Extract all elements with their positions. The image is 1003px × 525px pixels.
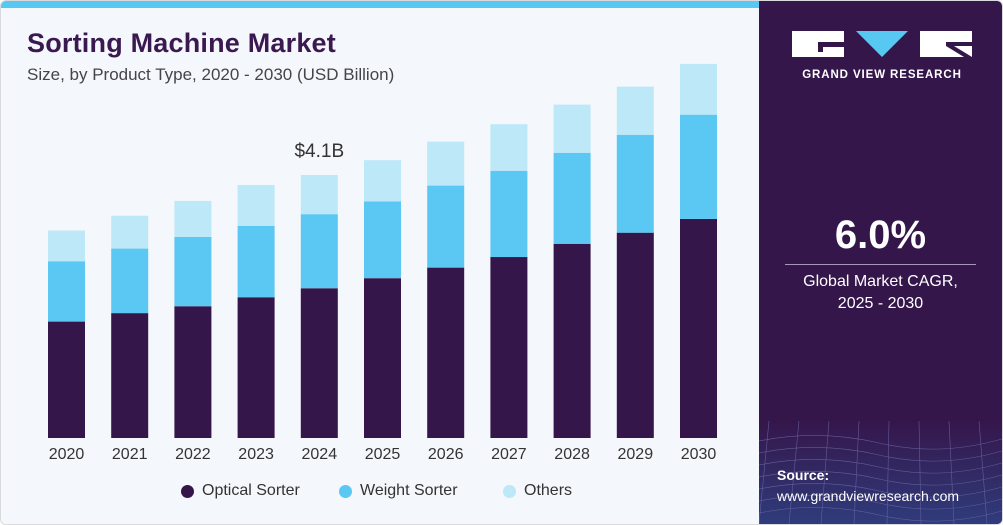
bar-optical-sorter-2025 xyxy=(364,278,401,438)
bar-optical-sorter-2030 xyxy=(680,218,717,438)
bar-optical-sorter-2024 xyxy=(300,288,338,438)
info-sidebar: GRAND VIEW RESEARCH 6.0% Global Market C… xyxy=(759,1,1002,524)
bar-others-2026 xyxy=(427,141,465,186)
bar-others-2023 xyxy=(237,185,275,226)
bar-optical-sorter-2021 xyxy=(111,313,149,438)
bar-weight-sorter-2025 xyxy=(364,201,401,279)
bar-others-2028 xyxy=(553,104,591,153)
cagr-value: 6.0% xyxy=(834,213,927,257)
bar-others-2024 xyxy=(300,175,338,215)
chart-legend: Optical Sorter Weight Sorter Others xyxy=(1,482,759,504)
x-tick-label-2021: 2021 xyxy=(112,446,148,463)
legend-swatch-weight-sorter xyxy=(339,484,352,498)
x-tick-label-2024: 2024 xyxy=(302,446,338,463)
legend-swatch-optical-sorter xyxy=(181,484,194,498)
bar-weight-sorter-2029 xyxy=(616,134,654,233)
x-tick-label-2028: 2028 xyxy=(554,446,590,463)
stacked-bar-chart: 2020 2021 2022 2023 2024 $4.1B 2025 2026 2027 202… xyxy=(48,63,717,463)
legend-label-others: Others xyxy=(524,482,573,499)
bar-optical-sorter-2023 xyxy=(237,297,275,438)
chart-title: Sorting Machine Market xyxy=(27,28,336,58)
bar-others-2030 xyxy=(680,63,717,115)
bar-weight-sorter-2024 xyxy=(300,214,338,289)
bar-others-2029 xyxy=(616,86,654,135)
bar-weight-sorter-2023 xyxy=(237,225,275,298)
bar-optical-sorter-2026 xyxy=(427,267,465,438)
x-tick-label-2027: 2027 xyxy=(491,446,527,463)
source-url[interactable]: www.grandviewresearch.com xyxy=(777,488,960,504)
bar-optical-sorter-2020 xyxy=(48,321,85,438)
logo-wordmark: GRAND VIEW RESEARCH xyxy=(802,69,962,81)
bar-weight-sorter-2026 xyxy=(427,185,465,268)
bar-weight-sorter-2022 xyxy=(174,236,212,307)
x-tick-label-2026: 2026 xyxy=(428,446,464,463)
bar-optical-sorter-2028 xyxy=(553,243,591,438)
bar-weight-sorter-2028 xyxy=(553,152,591,244)
bar-others-2027 xyxy=(490,124,528,171)
cagr-label-line2: 2025 - 2030 xyxy=(837,295,924,312)
bar-weight-sorter-2027 xyxy=(490,170,528,258)
cagr-label: Global Market CAGR, 2025 - 2030 xyxy=(759,271,1002,315)
decorative-wave-grid-icon xyxy=(759,421,1002,524)
x-tick-label-2022: 2022 xyxy=(175,446,211,463)
bar-weight-sorter-2021 xyxy=(111,248,149,314)
x-tick-label-2030: 2030 xyxy=(681,446,717,463)
bar-others-2021 xyxy=(111,215,149,249)
bar-optical-sorter-2027 xyxy=(490,257,528,438)
legend-item-weight-sorter: Weight Sorter xyxy=(339,482,458,500)
legend-label-optical-sorter: Optical Sorter xyxy=(202,482,300,499)
cagr-divider xyxy=(785,264,976,265)
bar-optical-sorter-2029 xyxy=(616,232,654,438)
bar-weight-sorter-2020 xyxy=(48,261,85,322)
grand-view-research-logo-icon xyxy=(792,31,972,57)
bar-others-2022 xyxy=(174,200,212,237)
legend-item-others: Others xyxy=(503,482,572,500)
x-tick-label-2020: 2020 xyxy=(49,446,85,463)
data-label-2024: $4.1B xyxy=(294,141,344,162)
x-tick-label-2025: 2025 xyxy=(365,446,401,463)
chart-subtitle: Size, by Product Type, 2020 - 2030 (USD … xyxy=(27,65,395,84)
legend-swatch-others xyxy=(503,484,516,498)
bar-others-2020 xyxy=(48,230,85,262)
bar-others-2025 xyxy=(364,160,401,202)
x-tick-label-2023: 2023 xyxy=(238,446,274,463)
legend-label-weight-sorter: Weight Sorter xyxy=(360,482,458,499)
accent-bar xyxy=(1,1,759,8)
chart-panel: Sorting Machine Market Size, by Product … xyxy=(1,1,759,524)
source-label: Source: xyxy=(777,467,830,483)
cagr-label-line1: Global Market CAGR, xyxy=(803,273,958,290)
x-tick-label-2029: 2029 xyxy=(618,446,654,463)
bar-weight-sorter-2030 xyxy=(680,114,717,219)
legend-item-optical-sorter: Optical Sorter xyxy=(181,482,300,500)
bar-optical-sorter-2022 xyxy=(174,306,212,438)
